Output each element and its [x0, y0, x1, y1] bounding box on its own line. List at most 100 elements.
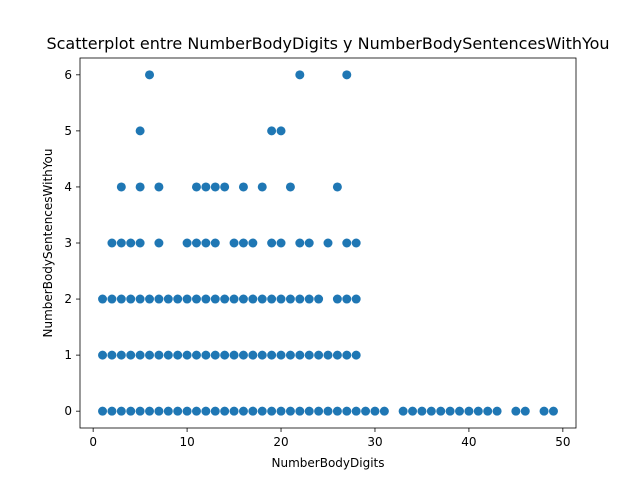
data-point	[154, 294, 164, 304]
data-point	[257, 350, 267, 360]
data-point	[361, 406, 371, 416]
data-point	[173, 406, 183, 416]
data-point	[314, 350, 324, 360]
data-point	[314, 294, 324, 304]
data-point	[370, 406, 380, 416]
data-point	[116, 238, 126, 248]
data-point	[511, 406, 521, 416]
data-point	[342, 70, 352, 80]
data-point	[163, 406, 173, 416]
data-point	[351, 406, 361, 416]
data-point	[201, 406, 211, 416]
data-point	[191, 182, 201, 192]
data-points	[98, 70, 558, 416]
data-point	[267, 406, 277, 416]
data-point	[248, 238, 258, 248]
data-point	[248, 350, 258, 360]
data-point	[135, 238, 145, 248]
data-point	[267, 350, 277, 360]
x-tick-label: 0	[89, 435, 97, 449]
data-point	[276, 406, 286, 416]
data-point	[126, 294, 136, 304]
data-point	[238, 350, 248, 360]
y-tick-label: 6	[64, 68, 72, 82]
data-point	[126, 350, 136, 360]
data-point	[201, 294, 211, 304]
data-point	[455, 406, 465, 416]
data-point	[285, 294, 295, 304]
y-tick-label: 2	[64, 292, 72, 306]
data-point	[173, 350, 183, 360]
data-point	[342, 406, 352, 416]
data-point	[248, 294, 258, 304]
data-point	[267, 126, 277, 136]
data-point	[191, 294, 201, 304]
data-point	[248, 406, 258, 416]
x-tick-label: 10	[179, 435, 194, 449]
data-point	[342, 238, 352, 248]
x-tick-label: 20	[273, 435, 288, 449]
data-point	[220, 350, 230, 360]
data-point	[464, 406, 474, 416]
data-point	[473, 406, 483, 416]
x-tick-label: 50	[555, 435, 570, 449]
y-tick-label: 4	[64, 180, 72, 194]
data-point	[276, 126, 286, 136]
data-point	[145, 406, 155, 416]
data-point	[126, 406, 136, 416]
data-point	[267, 294, 277, 304]
data-point	[116, 406, 126, 416]
data-point	[276, 350, 286, 360]
data-point	[229, 238, 239, 248]
data-point	[295, 350, 305, 360]
data-point	[163, 350, 173, 360]
y-axis-ticks: 0 1 2 3 4 5 6	[64, 68, 80, 418]
data-point	[135, 406, 145, 416]
data-point	[126, 238, 136, 248]
data-point	[323, 406, 333, 416]
x-tick-label: 30	[367, 435, 382, 449]
data-point	[342, 350, 352, 360]
data-point	[351, 294, 361, 304]
data-point	[436, 406, 446, 416]
data-point	[426, 406, 436, 416]
x-axis-label: NumberBodyDigits	[272, 456, 385, 470]
data-point	[285, 182, 295, 192]
data-point	[98, 350, 108, 360]
data-point	[191, 350, 201, 360]
data-point	[304, 238, 314, 248]
data-point	[107, 350, 117, 360]
data-point	[191, 238, 201, 248]
data-point	[229, 350, 239, 360]
data-point	[135, 350, 145, 360]
data-point	[107, 294, 117, 304]
data-point	[107, 238, 117, 248]
data-point	[332, 406, 342, 416]
data-point	[548, 406, 558, 416]
data-point	[379, 406, 389, 416]
data-point	[107, 406, 117, 416]
data-point	[116, 182, 126, 192]
data-point	[332, 294, 342, 304]
x-axis-ticks: 0 10 20 30 40 50	[89, 428, 570, 449]
data-point	[173, 294, 183, 304]
plot-area-frame	[79, 57, 577, 429]
data-point	[417, 406, 427, 416]
data-point	[201, 238, 211, 248]
data-point	[145, 70, 155, 80]
data-point	[295, 406, 305, 416]
data-point	[408, 406, 418, 416]
data-point	[191, 406, 201, 416]
data-point	[276, 238, 286, 248]
data-point	[135, 182, 145, 192]
data-point	[210, 294, 220, 304]
data-point	[285, 350, 295, 360]
data-point	[182, 294, 192, 304]
data-point	[154, 182, 164, 192]
data-point	[220, 406, 230, 416]
data-point	[98, 294, 108, 304]
y-axis-label: NumberBodySentencesWithYou	[41, 149, 55, 338]
data-point	[116, 350, 126, 360]
data-point	[304, 294, 314, 304]
data-point	[220, 294, 230, 304]
